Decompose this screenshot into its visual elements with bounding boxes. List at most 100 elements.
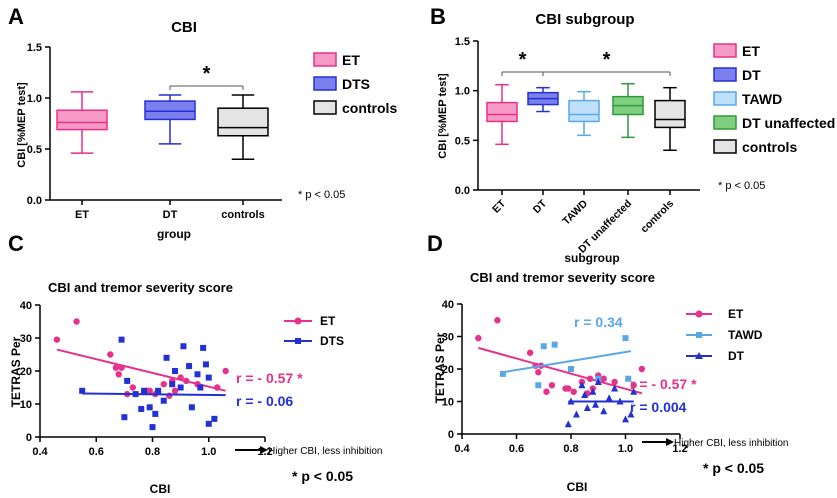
legend-label: ET <box>742 43 760 59</box>
x-tick-label: DT <box>531 197 550 216</box>
data-point <box>592 400 600 408</box>
data-point <box>475 334 482 342</box>
data-point <box>146 404 153 411</box>
data-point <box>564 420 572 428</box>
legend-label: controls <box>342 100 397 116</box>
data-point <box>581 391 589 398</box>
x-tick-label: 0.4 <box>454 443 470 455</box>
data-point <box>535 382 542 389</box>
data-point <box>112 364 120 371</box>
y-tick-label: 0.5 <box>455 135 470 147</box>
data-point <box>73 318 80 325</box>
data-point <box>177 384 184 391</box>
box-plot-A: 0.0 0.5 1.0 1.5 ET DT controls * <box>27 42 282 221</box>
data-point <box>578 381 586 389</box>
panel-c-xlabel: CBI <box>150 482 171 496</box>
legend-swatch-dt <box>713 67 737 82</box>
legend-swatch-controls <box>713 139 737 154</box>
y-tick-label: 20 <box>20 366 32 378</box>
regression-line <box>56 348 226 392</box>
significance-star: * <box>603 49 611 71</box>
legend-swatch-dtu <box>713 115 737 130</box>
data-point <box>565 385 572 392</box>
x-tick-label: ET <box>490 197 508 215</box>
data-point <box>202 361 209 368</box>
data-point <box>630 382 637 389</box>
data-point <box>180 343 187 350</box>
data-point <box>600 407 608 415</box>
box-iqr <box>217 107 269 137</box>
data-point <box>499 370 506 377</box>
data-point <box>155 387 162 394</box>
x-tick-label: 0.8 <box>563 443 578 455</box>
data-point <box>594 378 602 385</box>
x-tick-label: 0.6 <box>89 446 104 458</box>
data-point <box>494 317 501 324</box>
data-point <box>638 365 646 373</box>
panel-c: C CBI and tremor severity score TETRAS P… <box>8 231 383 496</box>
data-point <box>211 415 218 422</box>
data-point <box>160 381 167 388</box>
x-tick-label: 0.4 <box>32 446 48 458</box>
y-tick-label: 10 <box>442 397 454 409</box>
data-point <box>611 384 619 392</box>
data-point <box>124 377 131 384</box>
legend-swatch-et <box>713 43 737 58</box>
x-tick-label: controls <box>221 209 264 221</box>
y-tick-label: 30 <box>442 332 454 344</box>
data-point <box>171 387 179 394</box>
panel-b-letter: B <box>430 4 446 29</box>
legend-label: TAWD <box>742 91 782 107</box>
y-tick-label: 1.5 <box>455 36 470 48</box>
y-tick-label: 40 <box>442 299 454 311</box>
panel-d-pnote: * p < 0.05 <box>703 460 764 476</box>
legend-swatch-tawd <box>713 91 737 106</box>
data-point <box>163 354 170 361</box>
y-tick-label: 0.0 <box>455 185 470 197</box>
panel-c-legend: ET DTS <box>284 314 344 348</box>
panel-a-title: CBI <box>171 19 197 36</box>
legend-label: ET <box>320 314 336 328</box>
legend-marker-et <box>294 317 302 325</box>
legend-label: DT <box>728 349 745 363</box>
y-tick-label: 1.0 <box>27 93 42 105</box>
box-iqr <box>56 109 108 131</box>
data-point <box>107 351 114 358</box>
legend-marker-tawd <box>696 332 702 338</box>
data-point <box>540 343 547 350</box>
data-point <box>186 363 193 370</box>
panel-c-arrowhead <box>260 446 268 454</box>
legend-label: DT unaffected <box>742 115 835 131</box>
plot-layer: 0.0 0.5 1.0 1.5 ET DT controls * 0.0 0.5 1.0 1.5 ET D… <box>20 36 700 458</box>
panel-b-xlabel: subgroup <box>564 251 619 265</box>
box-iqr <box>568 99 600 123</box>
panel-a-ylabel: CBI [%MEP test] <box>16 82 28 168</box>
r-value-dt: r = - 0.06 <box>236 393 293 409</box>
series-et <box>53 318 229 399</box>
y-tick-label: 20 <box>442 364 454 376</box>
data-point <box>115 371 122 378</box>
box-iqr <box>654 99 686 129</box>
panel-a-letter: A <box>8 4 24 29</box>
data-point <box>551 341 558 348</box>
x-tick-label: controls <box>638 198 676 236</box>
box-dt <box>144 94 196 145</box>
data-point <box>146 387 153 394</box>
x-tick-label: 1.2 <box>257 446 272 458</box>
legend-label: ET <box>342 52 360 68</box>
x-tick-label: 1.0 <box>201 446 216 458</box>
x-tick-label: 1.0 <box>618 443 633 455</box>
data-point <box>622 335 629 342</box>
data-point <box>548 382 556 389</box>
legend-marker-et <box>695 310 703 318</box>
panel-a-xlabel: group <box>157 227 191 241</box>
panel-b: B CBI subgroup CBI [%MEP test] subgroup … <box>430 4 835 265</box>
legend-label: DT <box>742 67 761 83</box>
data-point <box>118 336 125 343</box>
scatter-plot-D: 0 10 20 30 40 0.4 0.6 0.8 1.0 1.2 <box>442 299 688 455</box>
x-tick-label: TAWD <box>560 197 590 227</box>
panel-d-legend: ET TAWD DT <box>686 307 763 363</box>
box-tawd <box>568 90 600 137</box>
panel-c-arrow-label: Higher CBI, less inhibition <box>268 446 383 457</box>
